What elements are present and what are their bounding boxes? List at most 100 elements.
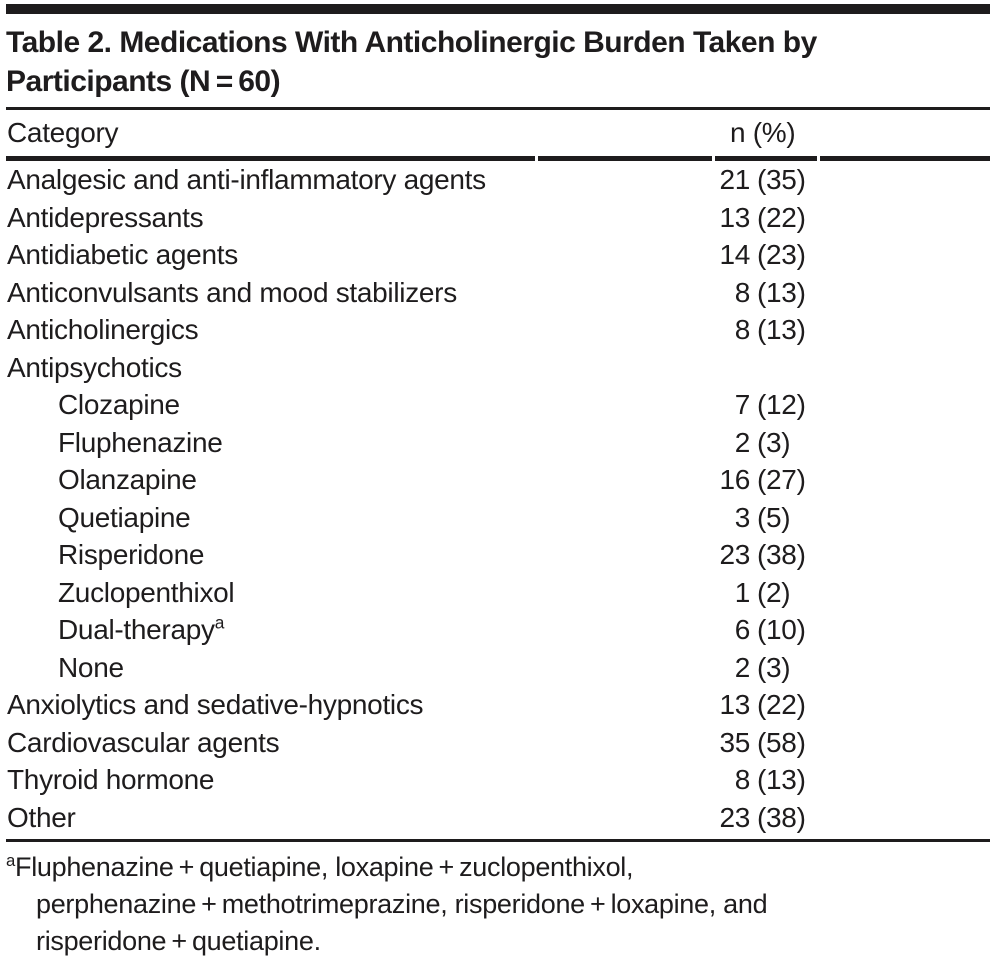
table-title: Table 2. Medications With Anticholinergi… — [6, 23, 990, 101]
rule-gap — [712, 156, 715, 161]
row-n-value: 21 — [719, 164, 750, 195]
row-category-label: Antidepressants — [6, 199, 640, 237]
row-category-label: Clozapine — [6, 386, 640, 424]
row-pct-value: (38) — [757, 539, 806, 570]
rule-segment — [538, 156, 712, 161]
row-value-cell: 8 (13) — [640, 761, 990, 799]
top-rule-bar — [6, 4, 990, 14]
row-category-text: Antipsychotics — [7, 351, 182, 383]
row-category-text: Anxiolytics and sedative-hypnotics — [7, 689, 424, 720]
row-category-text: Analgesic and anti-inflammatory agents — [7, 164, 486, 195]
row-value-cell: 13 (22) — [640, 686, 990, 724]
footnote-text-1: Fluphenazine + quetiapine, loxapine + zu… — [15, 852, 634, 882]
row-category-text: Cardiovascular agents — [7, 726, 280, 758]
row-n-value: 14 — [719, 239, 750, 270]
table-body: Analgesic and anti-inflammatory agents 2… — [6, 161, 990, 836]
table-row: Cardiovascular agents 35 (58) — [6, 724, 990, 762]
rule-above-footnote — [6, 839, 990, 842]
rule-segment — [6, 156, 535, 161]
row-category-label: Analgesic and anti-inflammatory agents — [6, 161, 640, 199]
row-value-cell: 2 (3) — [640, 649, 990, 687]
table-row: Anticholinergics 8 (13) — [6, 311, 990, 349]
row-category-label: Anxiolytics and sedative-hypnotics — [6, 686, 640, 724]
rule-gap — [817, 156, 820, 161]
table-title-line1: Table 2. Medications With Anticholinergi… — [6, 26, 817, 59]
row-value-cell: 16 (27) — [640, 461, 990, 499]
row-category-label: Zuclopenthixol — [6, 574, 640, 612]
row-pct-value: (23) — [757, 239, 806, 270]
footnote-marker: a — [6, 851, 16, 870]
table-row: Analgesic and anti-inflammatory agents 2… — [6, 161, 990, 199]
row-category-text: Other — [7, 801, 76, 833]
column-header-category: Category — [7, 117, 119, 148]
row-n-value: 8 — [734, 276, 751, 308]
table-row: Dual-therapya 6 (10) — [6, 611, 990, 649]
row-value-cell: 13 (22) — [640, 199, 990, 237]
row-category-label: Anticonvulsants and mood stabilizers — [6, 274, 640, 312]
row-value-cell: 8 (13) — [640, 311, 990, 349]
row-value-cell — [640, 349, 990, 387]
row-category-text: Anticholinergics — [7, 314, 199, 345]
row-n-value: 6 — [734, 614, 751, 645]
row-category-label: Cardiovascular agents — [6, 724, 640, 762]
table-2-container: Table 2. Medications With Anticholinergi… — [6, 4, 990, 965]
rule-below-title — [6, 107, 990, 110]
row-n-value: 23 — [719, 801, 750, 833]
row-n-value: 16 — [719, 464, 750, 495]
row-category-text: None — [58, 651, 124, 683]
row-category-text: Thyroid hormone — [7, 764, 215, 795]
row-n-value: 35 — [719, 726, 750, 758]
row-pct-value: (12) — [757, 389, 806, 420]
row-value-cell: 3 (5) — [640, 499, 990, 537]
column-header-n-pct: n (%) — [730, 117, 796, 148]
table-row: Anticonvulsants and mood stabilizers 8 (1… — [6, 274, 990, 312]
row-category-label: Thyroid hormone — [6, 761, 640, 799]
table-row: Clozapine 7 (12) — [6, 386, 990, 424]
row-footnote-marker: a — [214, 612, 225, 633]
table-header-row: Category n (%) — [6, 110, 990, 156]
rule-segment — [820, 156, 990, 161]
row-category-text: Quetiapine — [58, 501, 191, 533]
row-n-value: 8 — [734, 314, 751, 345]
row-category-label: Antipsychotics — [6, 349, 640, 387]
row-category-label: Olanzapine — [6, 461, 640, 499]
row-pct-value: (58) — [757, 726, 806, 758]
row-category-text: Risperidone — [58, 539, 205, 570]
row-n-value: 2 — [734, 651, 751, 683]
row-n-value: 7 — [734, 389, 751, 420]
table-footnote: aFluphenazine + quetiapine, loxapine + z… — [6, 849, 990, 960]
row-category-label: Dual-therapya — [6, 611, 640, 649]
row-pct-value: (13) — [757, 764, 806, 795]
row-category-label: Fluphenazine — [6, 424, 640, 462]
table-row: Fluphenazine 2 (3) — [6, 424, 990, 462]
footnote-line-2: perphenazine + methotrimeprazine, risper… — [36, 889, 768, 919]
row-n-value: 23 — [719, 539, 750, 570]
table-row: Olanzapine 16 (27) — [6, 461, 990, 499]
row-pct-value: (3) — [757, 426, 791, 458]
table-row: None 2 (3) — [6, 649, 990, 687]
row-pct-value: (10) — [757, 614, 806, 645]
row-value-cell: 23 (38) — [640, 536, 990, 574]
row-pct-value: (2) — [757, 576, 791, 608]
table-row: Other 23 (38) — [6, 799, 990, 837]
row-category-text: Olanzapine — [58, 464, 197, 495]
row-pct-value: (38) — [757, 801, 806, 833]
rule-gap — [535, 156, 538, 161]
row-pct-value: (13) — [757, 276, 806, 308]
row-category-label: Quetiapine — [6, 499, 640, 537]
row-value-cell: 35 (58) — [640, 724, 990, 762]
row-pct-value: (5) — [757, 501, 791, 533]
row-pct-value: (27) — [757, 464, 806, 495]
row-n-value: 8 — [734, 764, 751, 795]
row-category-text: Fluphenazine — [58, 426, 223, 458]
row-pct-value: (3) — [757, 651, 791, 683]
row-category-label: Antidiabetic agents — [6, 236, 640, 274]
rule-below-header — [6, 156, 990, 161]
row-value-cell: 1 (2) — [640, 574, 990, 612]
row-value-cell: 21 (35) — [640, 161, 990, 199]
row-category-label: None — [6, 649, 640, 687]
row-category-label: Risperidone — [6, 536, 640, 574]
row-category-text: Clozapine — [58, 389, 180, 420]
row-value-cell: 6 (10) — [640, 611, 990, 649]
